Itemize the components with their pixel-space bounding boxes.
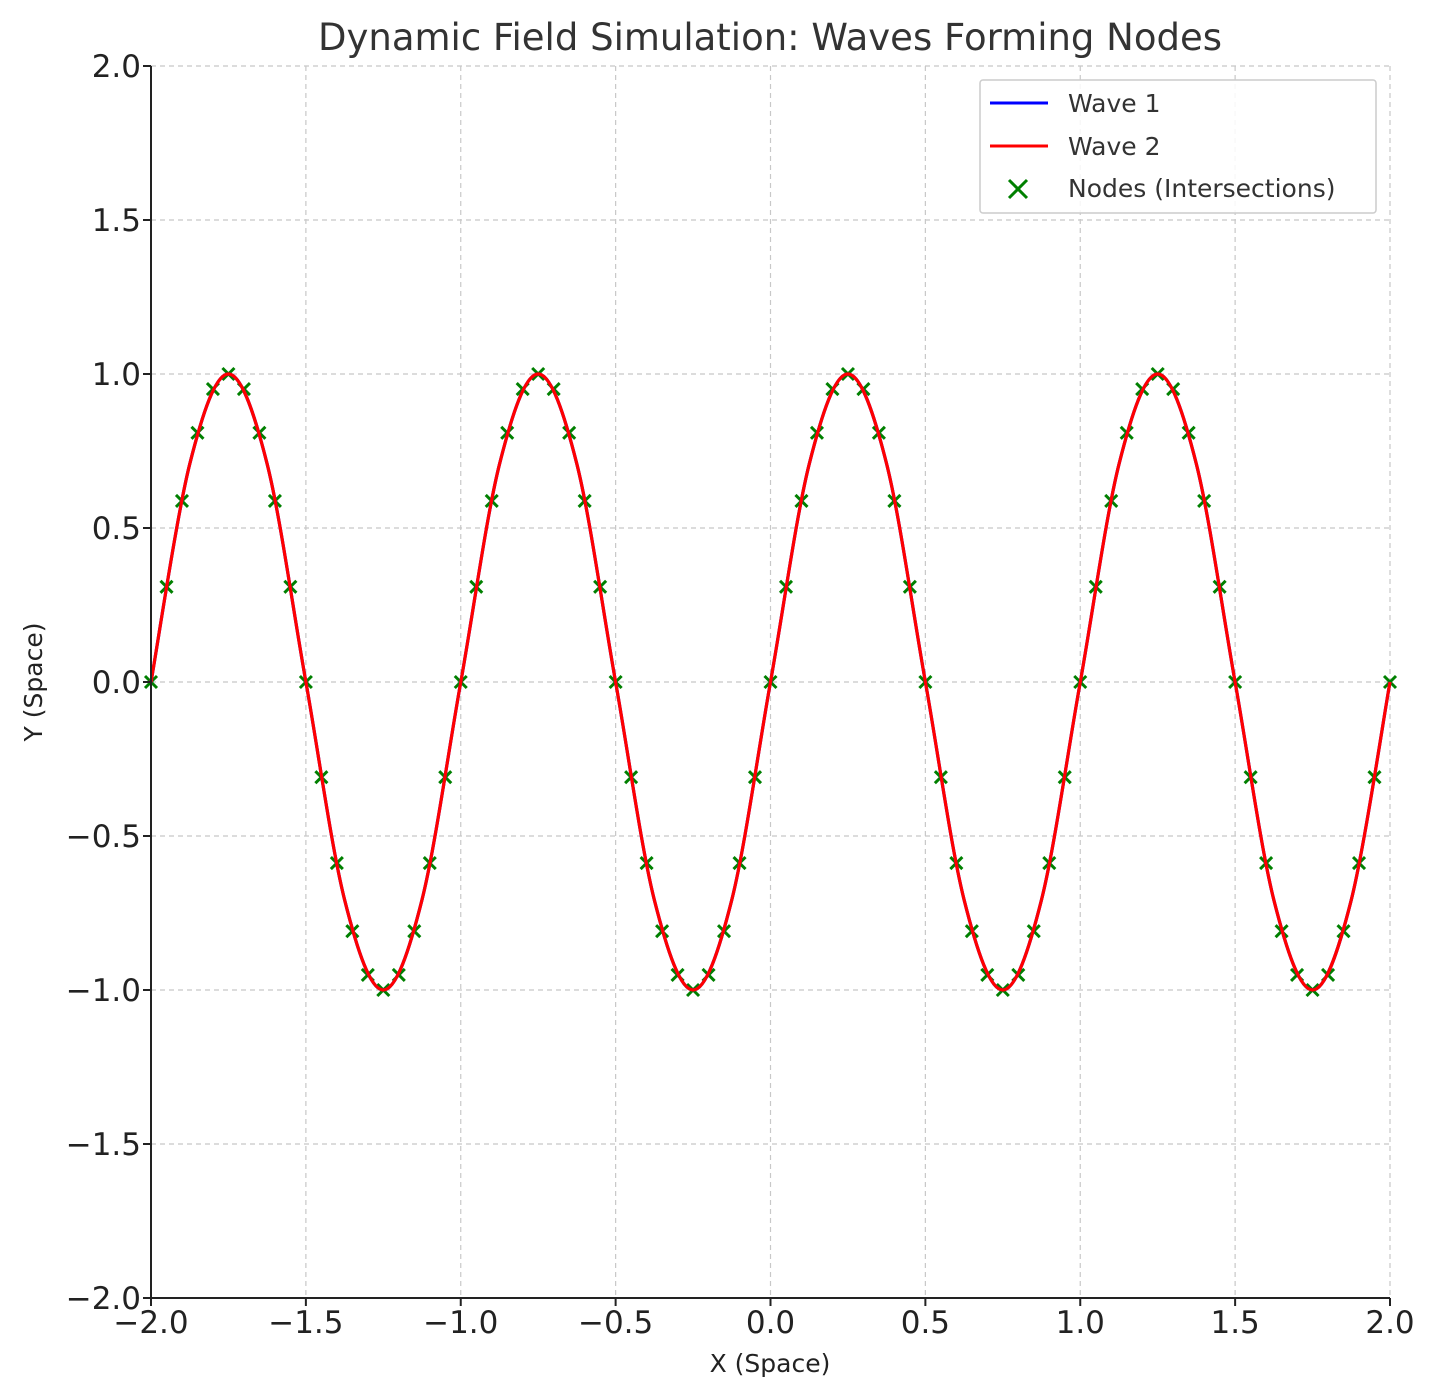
y-tick-label: −2.0 bbox=[66, 1281, 141, 1317]
x-tick-label: −1.5 bbox=[268, 1305, 343, 1341]
x-tick-label: −1.0 bbox=[423, 1305, 498, 1341]
plot-area bbox=[143, 366, 1398, 998]
y-tick-label: −0.5 bbox=[66, 819, 141, 855]
x-axis-label: X (Space) bbox=[710, 1349, 831, 1378]
legend-label-nodes: Nodes (Intersections) bbox=[1068, 174, 1335, 203]
legend-label-wave-1: Wave 1 bbox=[1068, 89, 1160, 118]
legend-swatch-nodes bbox=[1007, 178, 1029, 200]
series-line-wave-2 bbox=[149, 372, 1392, 992]
y-tick-label: −1.0 bbox=[66, 973, 141, 1009]
x-tick-label: 0.0 bbox=[746, 1305, 795, 1341]
y-tick-label: 0.0 bbox=[92, 665, 141, 701]
y-tick-label: 2.0 bbox=[92, 49, 141, 85]
ticks: −2.0 −1.5 −1.0 −0.5 0.0 0.5 1.0 1.5 2.0 2.0 1.5 1.0… bbox=[66, 49, 1415, 1341]
y-tick-label: −1.5 bbox=[66, 1127, 141, 1163]
x-tick-label: 2.0 bbox=[1365, 1305, 1414, 1341]
y-tick-label: 1.0 bbox=[92, 357, 141, 393]
x-tick-label: 0.5 bbox=[901, 1305, 950, 1341]
x-tick-label: 1.0 bbox=[1056, 1305, 1105, 1341]
chart-title: Dynamic Field Simulation: Waves Forming … bbox=[318, 16, 1222, 59]
x-tick-label: −0.5 bbox=[578, 1305, 653, 1341]
legend-label-wave-2: Wave 2 bbox=[1068, 132, 1160, 161]
y-tick-label: 0.5 bbox=[92, 511, 141, 547]
legend: Wave 1 Wave 2 Nodes (Intersections) bbox=[979, 79, 1377, 214]
x-tick-label: 1.5 bbox=[1210, 1305, 1259, 1341]
y-axis-label: Y (Space) bbox=[19, 623, 48, 743]
y-tick-label: 1.5 bbox=[92, 203, 141, 239]
x-tick-label: −2.0 bbox=[113, 1305, 188, 1341]
legend-frame bbox=[979, 79, 1377, 214]
